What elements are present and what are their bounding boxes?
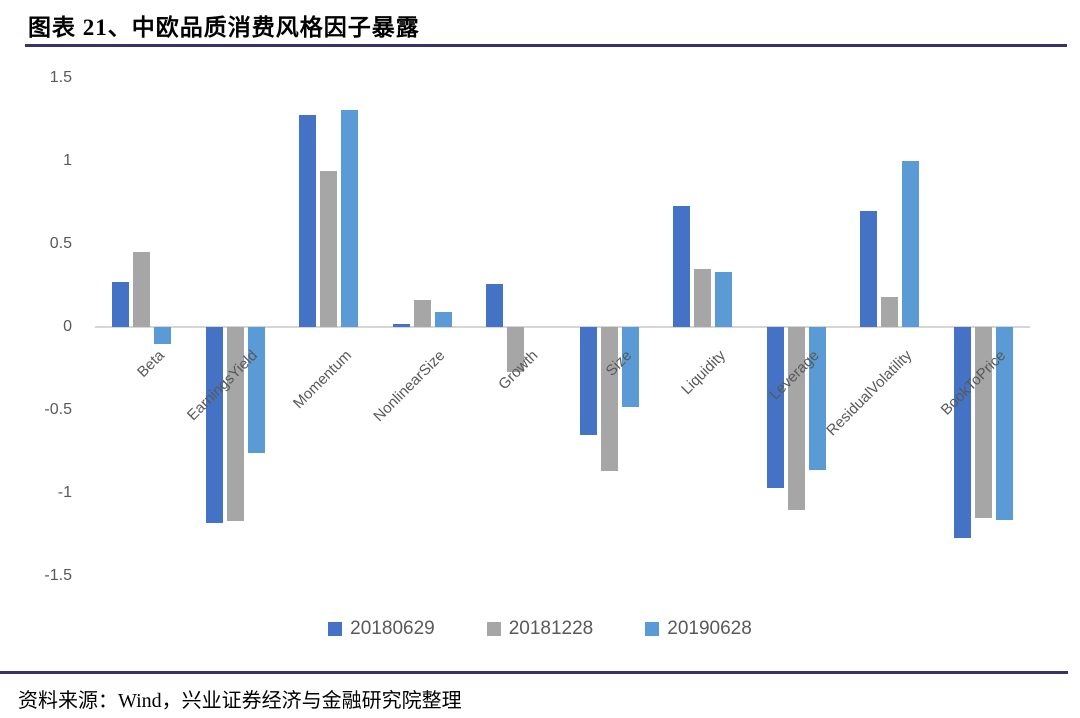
bar-20190628-Liquidity — [715, 272, 733, 327]
bar-20181228-ResidualVolatility — [881, 297, 899, 327]
bar-20180629-Beta — [112, 282, 130, 327]
x-label-ResidualVolatility: ResidualVolatility — [823, 347, 916, 440]
y-tick-label: 1.5 — [49, 69, 72, 86]
bar-20190628-NonlinearSize — [434, 312, 452, 327]
bar-20181228-BookToPrice — [974, 327, 992, 518]
legend-swatch-icon — [486, 622, 501, 636]
y-tick-label: -0.5 — [44, 401, 72, 418]
chart-legend: 20180629 20181228 20190628 — [0, 618, 1080, 640]
bar-20190628-Size — [621, 327, 639, 407]
bar-20190628-Leverage — [808, 327, 826, 470]
bar-20190628-EarningsYield — [247, 327, 265, 454]
x-label-NonlinearSize: NonlinearSize — [370, 347, 449, 426]
page-title: 图表 21、中欧品质消费风格因子暴露 — [28, 15, 420, 40]
bar-20180629-NonlinearSize — [392, 323, 410, 327]
bar-20181228-Beta — [133, 252, 151, 327]
y-tick-label: -1.5 — [44, 567, 72, 584]
x-label-Beta: Beta — [133, 347, 168, 381]
bar-20181228-Leverage — [787, 327, 805, 510]
zero-axis-line — [95, 326, 1030, 328]
bar-20180629-Liquidity — [673, 205, 691, 327]
x-label-Liquidity: Liquidity — [677, 347, 729, 398]
bar-20180629-BookToPrice — [953, 327, 971, 538]
bar-20181228-EarningsYield — [226, 327, 244, 522]
bar-20190628-ResidualVolatility — [902, 161, 920, 327]
bar-chart: 1.5 1 0.5 0 -0.5 -1 -1.5 Beta EarningsYield Mome… — [0, 69, 1080, 640]
legend-item-20190628: 20190628 — [645, 618, 752, 640]
legend-swatch-icon — [328, 622, 343, 636]
y-tick-label: 0.5 — [49, 235, 72, 252]
y-tick-label: 1 — [63, 152, 72, 169]
legend-label: 20181228 — [508, 618, 594, 639]
bar-20181228-Size — [600, 327, 618, 472]
y-tick-label: 0 — [63, 318, 72, 335]
bar-20181228-Growth — [507, 327, 525, 372]
bar-20180629-Leverage — [766, 327, 784, 489]
footer-rule — [0, 671, 1068, 674]
title-underline — [25, 44, 1067, 47]
bar-20181228-Liquidity — [694, 268, 712, 327]
legend-item-20181228: 20181228 — [486, 618, 594, 640]
legend-item-20180629: 20180629 — [328, 618, 435, 640]
bar-20190628-BookToPrice — [995, 327, 1013, 520]
y-tick-label: -1 — [57, 484, 72, 501]
bar-20190628-Momentum — [341, 109, 359, 327]
bar-20180629-Growth — [486, 283, 504, 327]
bar-20181228-Momentum — [320, 170, 338, 327]
bar-20181228-NonlinearSize — [413, 300, 431, 327]
source-note: 资料来源：Wind，兴业证券经济与金融研究院整理 — [18, 690, 462, 712]
legend-swatch-icon — [645, 622, 660, 636]
bar-20180629-Momentum — [299, 114, 317, 327]
legend-label: 20190628 — [667, 618, 752, 639]
legend-label: 20180629 — [350, 618, 435, 639]
bar-20180629-Size — [579, 327, 597, 435]
bar-20180629-EarningsYield — [205, 327, 223, 523]
bar-20180629-ResidualVolatility — [860, 210, 878, 327]
bar-20190628-Beta — [154, 327, 172, 344]
x-label-Momentum: Momentum — [289, 347, 355, 413]
